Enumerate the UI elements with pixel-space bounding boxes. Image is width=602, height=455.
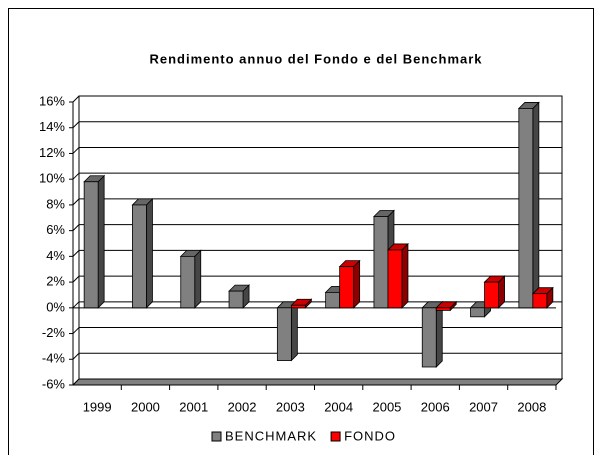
x-tick-label: 2007 <box>469 399 498 414</box>
legend-label: BENCHMARK <box>225 428 317 443</box>
y-tick-label: 0% <box>46 299 65 314</box>
chart-title: Rendimento annuo del Fondo e del Benchma… <box>149 51 482 66</box>
plot-wall <box>78 95 563 380</box>
y-tick-label: -4% <box>42 351 66 366</box>
bar <box>518 108 534 309</box>
x-tick-label: 2002 <box>228 399 257 414</box>
bar <box>228 290 244 309</box>
bar <box>532 293 548 309</box>
bar-side <box>146 197 153 309</box>
bar <box>470 307 485 318</box>
legend-label: FONDO <box>344 428 396 443</box>
bar <box>180 255 196 309</box>
x-tick-label: 2008 <box>517 399 546 414</box>
legend-swatch <box>330 431 341 442</box>
bar-side <box>290 300 298 362</box>
grid-line-side <box>72 95 80 103</box>
bar <box>339 266 355 309</box>
bar <box>290 304 306 309</box>
y-tick-label: -2% <box>42 325 66 340</box>
bar <box>387 249 403 309</box>
grid-line-side <box>72 301 80 309</box>
bar <box>435 307 451 311</box>
bar <box>421 307 437 368</box>
x-tick-label: 2001 <box>179 399 208 414</box>
x-tick-label: 2006 <box>421 399 450 414</box>
grid-line-side <box>72 275 80 283</box>
grid-line-side <box>72 352 80 360</box>
bar-side <box>194 249 202 309</box>
bar <box>325 291 341 309</box>
x-tick-label: 2003 <box>276 399 305 414</box>
y-tick-label: 14% <box>39 119 65 134</box>
y-tick-label: 16% <box>39 93 65 108</box>
y-tick-label: 10% <box>39 171 65 186</box>
y-tick-label: 6% <box>46 222 65 237</box>
y-tick-label: 8% <box>46 196 65 211</box>
bar <box>83 181 99 309</box>
x-tick-label: 2000 <box>131 399 160 414</box>
grid-line-side <box>72 224 80 231</box>
bar-side <box>435 300 443 368</box>
bar <box>276 307 292 361</box>
y-tick-label: 2% <box>46 274 65 289</box>
x-tick-label: 2004 <box>324 399 353 414</box>
grid-line-side <box>72 121 80 129</box>
bar <box>373 216 389 309</box>
grid-line-side <box>72 250 80 257</box>
grid-line-side <box>72 327 80 334</box>
grid-line-side <box>72 147 80 154</box>
y-tick-label: 4% <box>46 248 65 263</box>
x-tick-label: 1999 <box>83 399 112 414</box>
bar <box>484 281 499 309</box>
y-tick-label: -6% <box>42 376 66 391</box>
bar-side <box>353 259 361 309</box>
x-tick-label: 2005 <box>372 399 401 414</box>
bar <box>132 204 147 309</box>
plot-floor <box>71 378 564 386</box>
bar-side <box>532 101 540 309</box>
grid-line-side <box>72 172 80 180</box>
y-tick-label: 12% <box>39 145 65 160</box>
grid-line-side <box>72 198 80 206</box>
legend-swatch <box>211 431 222 442</box>
bar-side <box>401 242 409 309</box>
bar-side <box>97 174 105 309</box>
